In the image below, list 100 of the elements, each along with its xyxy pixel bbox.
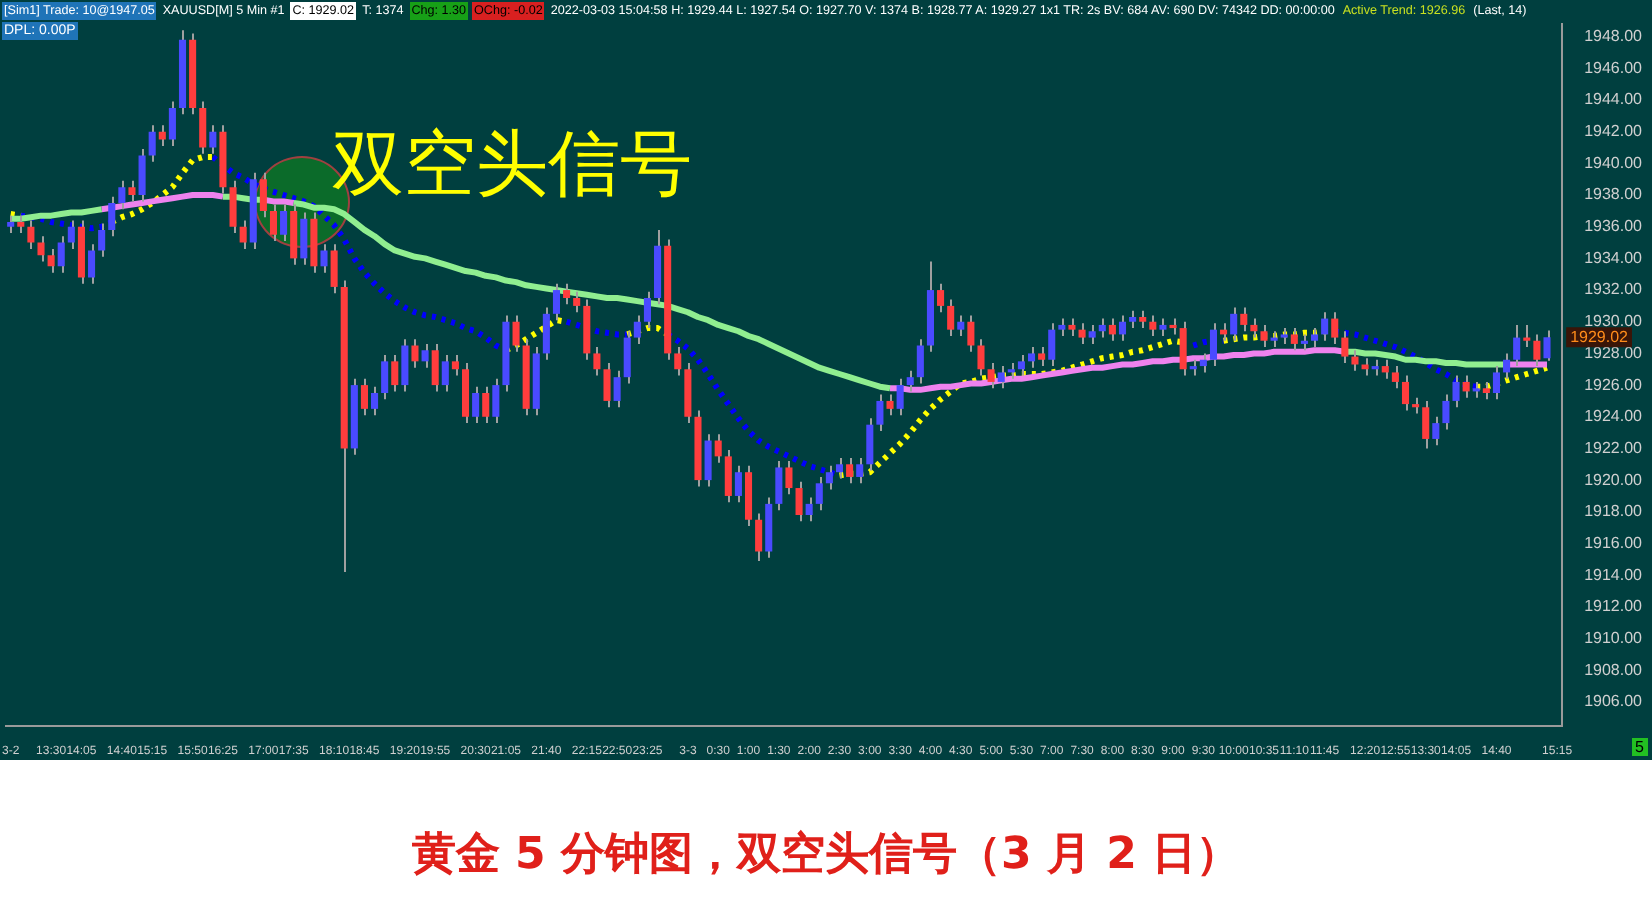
candlestick xyxy=(937,282,945,314)
candlestick xyxy=(563,282,571,306)
candlestick xyxy=(441,354,449,393)
candlestick xyxy=(1422,399,1430,450)
candlestick xyxy=(280,203,288,242)
candlestick xyxy=(1351,349,1359,372)
candlestick xyxy=(158,124,166,147)
candlestick xyxy=(643,290,651,330)
text: 5 xyxy=(1631,738,1648,756)
candlestick xyxy=(552,282,561,322)
candlestick xyxy=(421,342,429,369)
candlestick xyxy=(1492,365,1500,401)
text: 黄金 5 分钟图，双空头信号（3 月 2 日） xyxy=(409,828,1243,884)
y-tick-label: 1918.00 xyxy=(1584,502,1644,521)
candlestick xyxy=(1038,346,1046,368)
candlestick xyxy=(684,361,692,425)
y-tick-label: 1942.00 xyxy=(1584,122,1644,141)
candlestick xyxy=(714,433,722,464)
candlestick xyxy=(1230,306,1238,342)
candlestick xyxy=(128,179,136,203)
candlestick xyxy=(886,393,894,417)
candlestick xyxy=(906,369,914,393)
y-tick-label: 1916.00 xyxy=(1584,533,1644,552)
candlestick xyxy=(734,464,742,504)
candlestick xyxy=(1260,323,1268,349)
candlestick xyxy=(1048,322,1056,368)
candlestick xyxy=(108,195,116,238)
candlestick xyxy=(391,354,399,393)
candlestick xyxy=(1331,311,1339,345)
candlestick xyxy=(300,211,308,266)
candlestick xyxy=(512,314,520,353)
candlestick xyxy=(138,148,146,203)
candlestick xyxy=(997,365,1005,390)
candlestick xyxy=(118,179,126,211)
y-tick-label: 1938.00 xyxy=(1584,185,1644,204)
candlestick xyxy=(623,330,631,385)
y-tick-label: 1924.00 xyxy=(1584,407,1644,426)
candlestick xyxy=(381,354,389,401)
candlestick xyxy=(1240,306,1248,333)
candlestick xyxy=(1432,415,1440,447)
y-tick-label: 1932.00 xyxy=(1584,280,1644,299)
candlestick xyxy=(1098,317,1106,339)
candlestick xyxy=(1250,317,1258,339)
y-tick-label: 1948.00 xyxy=(1584,27,1644,46)
candlestick xyxy=(1088,323,1096,345)
y-tick-label: 1914.00 xyxy=(1584,565,1644,584)
candlestick xyxy=(431,342,439,393)
y-tick-label: 1906.00 xyxy=(1584,692,1644,711)
candlestick xyxy=(1017,354,1025,377)
candlestick xyxy=(461,361,470,425)
candlestick xyxy=(633,314,641,345)
candlestick xyxy=(1209,322,1217,368)
y-tick-label: 1922.00 xyxy=(1584,438,1644,457)
candlestick xyxy=(310,211,318,274)
candlestick xyxy=(1523,323,1531,349)
candlestick xyxy=(835,456,844,480)
annotation: 1929.02 xyxy=(1570,327,1630,346)
y-tick-label: 1940.00 xyxy=(1584,153,1644,172)
candlestick xyxy=(168,100,176,147)
candlestick xyxy=(1179,320,1187,377)
candlestick xyxy=(987,361,995,390)
y-tick-label: 1936.00 xyxy=(1584,217,1644,236)
candlestick xyxy=(1462,374,1470,399)
y-tick-label: 1944.00 xyxy=(1584,90,1644,109)
y-tick-label: 1910.00 xyxy=(1584,628,1644,647)
candlestick xyxy=(1311,327,1319,349)
candlestick xyxy=(916,338,924,385)
candlestick xyxy=(1321,311,1329,342)
candlestick xyxy=(1381,358,1389,380)
candlestick xyxy=(330,243,338,295)
y-tick-label: 1934.00 xyxy=(1584,248,1644,267)
candlestick xyxy=(603,361,611,409)
y-tick-label: 1930.00 xyxy=(1584,312,1644,331)
candlestick xyxy=(199,100,207,155)
candlestick xyxy=(613,369,621,409)
candlestick xyxy=(482,385,490,425)
candlestick xyxy=(37,235,45,263)
candlestick xyxy=(573,290,581,314)
candlestick xyxy=(704,433,712,488)
candlestick xyxy=(674,346,682,377)
candlestick xyxy=(755,512,763,562)
candlestick xyxy=(775,460,783,512)
candlestick xyxy=(209,124,217,155)
candlestick xyxy=(856,456,864,485)
candlestick xyxy=(947,298,955,337)
annotation: 双空头信号 xyxy=(332,122,692,210)
candlestick xyxy=(815,475,823,512)
candlestick xyxy=(98,222,106,258)
candlestick xyxy=(259,171,267,219)
candlestick xyxy=(269,203,278,242)
y-tick-label: 1908.00 xyxy=(1584,660,1644,679)
candlestick xyxy=(1543,329,1551,362)
candlestick xyxy=(805,496,813,523)
candlestick xyxy=(1078,322,1086,345)
y-tick-label: 1920.00 xyxy=(1584,470,1644,489)
candlestick xyxy=(472,385,480,425)
candlestick xyxy=(1149,314,1157,337)
candlestick xyxy=(1533,333,1541,368)
candlestick xyxy=(1401,374,1410,412)
candlestick xyxy=(1503,352,1511,380)
